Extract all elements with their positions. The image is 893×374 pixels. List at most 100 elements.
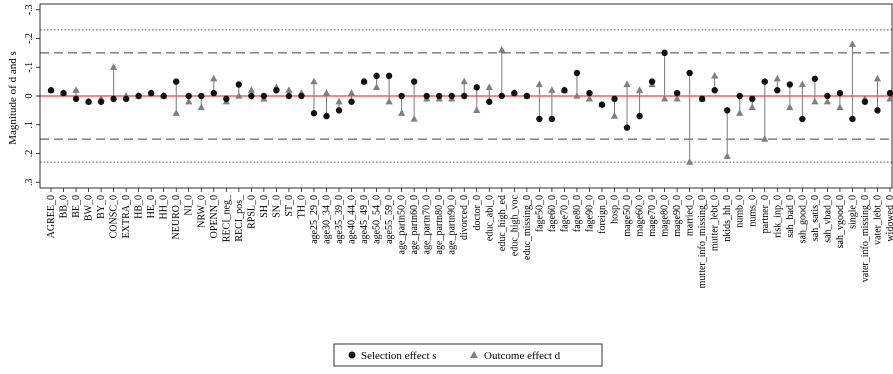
x-tick-label: sah_satis_0 <box>810 195 821 241</box>
x-tick-label: mutter_lebt_0 <box>710 195 721 251</box>
outcome-point <box>210 74 218 82</box>
selection-point <box>711 87 718 94</box>
selection-point <box>385 72 393 80</box>
x-tick-label: educ_high_voc <box>509 194 520 256</box>
x-tick-label: fage70_0 <box>559 195 570 232</box>
selection-point <box>122 95 130 103</box>
selection-point <box>561 87 568 94</box>
selection-point <box>298 92 305 100</box>
x-tick-label: age30_34_0 <box>321 195 332 244</box>
outcome-point <box>686 158 694 165</box>
selection-point <box>448 92 455 100</box>
x-tick-label: age_partn90_0 <box>447 195 458 254</box>
x-tick-label: RECI_neg_ <box>221 194 232 242</box>
outcome-point <box>761 135 769 142</box>
x-tick-label: NEURO_0 <box>171 195 182 239</box>
selection-point <box>423 92 430 100</box>
selection-point <box>461 92 468 100</box>
x-tick-label: nums_0 <box>747 195 758 227</box>
outcome-point <box>247 86 255 93</box>
y-tick-label: 0 <box>24 94 35 99</box>
outcome-point <box>823 97 831 105</box>
outcome-point <box>773 74 781 82</box>
x-tick-label: HE_0 <box>146 195 157 218</box>
x-tick-label: sah_vgood_0 <box>835 195 846 248</box>
outcome-point <box>385 97 393 105</box>
legend-selection-marker <box>348 351 356 359</box>
y-tick-label: .1 <box>24 121 35 129</box>
x-tick-label: fage50_0 <box>534 195 545 232</box>
x-tick-label: BE_0 <box>71 195 82 218</box>
legend-box <box>333 343 603 367</box>
selection-point <box>185 92 192 100</box>
x-tick-label: age_partn80_0 <box>434 195 445 254</box>
outcome-point <box>347 89 356 96</box>
selection-point <box>498 92 506 100</box>
x-tick-label: divorced_0 <box>459 195 470 240</box>
outcome-point <box>410 115 418 122</box>
x-tick-label: RPSL_0 <box>246 195 257 229</box>
selection-point <box>323 112 330 120</box>
outcome-point <box>498 46 506 53</box>
selection-point <box>724 107 731 114</box>
selection-point <box>97 98 105 105</box>
outcome-point <box>573 92 581 99</box>
outcome-point <box>485 83 493 90</box>
selection-point <box>836 89 844 97</box>
selection-point <box>373 72 380 80</box>
outcome-point <box>110 63 118 70</box>
x-tick-label: age_partn60_0 <box>409 195 420 254</box>
selection-point <box>849 115 856 123</box>
x-tick-label: numb_0 <box>735 195 746 228</box>
x-tick-label: age55_59_0 <box>384 195 395 244</box>
legend-selection-label: Selection effect s <box>361 350 437 362</box>
outcome-point <box>235 92 243 99</box>
selection-point <box>761 78 768 85</box>
selection-point <box>648 78 656 85</box>
selection-point <box>824 92 831 100</box>
selection-point <box>110 95 117 103</box>
x-tick-label: NI_0 <box>184 195 195 216</box>
x-tick-label: TH_0 <box>296 195 307 218</box>
outcome-point <box>711 71 719 79</box>
selection-point <box>686 69 693 77</box>
x-tick-label: RECI_pos_ <box>234 194 245 242</box>
selection-point <box>60 89 67 97</box>
x-tick-label: CONSC_0 <box>109 195 120 238</box>
selection-point <box>235 81 243 88</box>
y-tick-label: -.3 <box>24 4 35 15</box>
x-tick-label: educ_high_ed <box>497 195 508 251</box>
selection-point <box>360 78 368 85</box>
x-tick-label: AGREE_0 <box>46 195 57 238</box>
x-tick-label: age35_39_0 <box>334 195 345 244</box>
selection-point <box>786 81 794 88</box>
x-tick-label: fage80_0 <box>572 195 583 232</box>
selection-point <box>736 92 743 100</box>
outcome-point <box>660 94 669 102</box>
y-axis-label: Magnitude of d and s <box>7 51 19 144</box>
selection-point <box>698 95 706 103</box>
outcome-point <box>322 89 331 96</box>
outcome-point <box>623 80 631 88</box>
selection-point <box>636 112 643 120</box>
selection-point <box>874 107 881 114</box>
selection-point <box>661 49 668 57</box>
outcome-point <box>185 97 193 105</box>
x-tick-label: OPENN_0 <box>209 195 220 238</box>
x-tick-label: risk_inp_0 <box>772 195 783 238</box>
x-tick-label: doctor_0 <box>472 195 483 231</box>
x-tick-label: widowed_0 <box>885 195 893 242</box>
selection-point <box>861 98 869 105</box>
x-tick-label: HH_0 <box>159 195 170 219</box>
x-tick-label: married_0 <box>685 195 696 236</box>
selection-point <box>749 95 756 103</box>
outcome-point <box>172 109 180 116</box>
selection-point <box>398 92 405 100</box>
x-tick-label: sah_good_0 <box>797 195 808 243</box>
x-tick-label: EXTRA_0 <box>121 195 132 238</box>
outcome-point <box>585 94 594 102</box>
x-tick-label: age45_49_0 <box>359 195 370 244</box>
outcome-point <box>673 94 681 102</box>
